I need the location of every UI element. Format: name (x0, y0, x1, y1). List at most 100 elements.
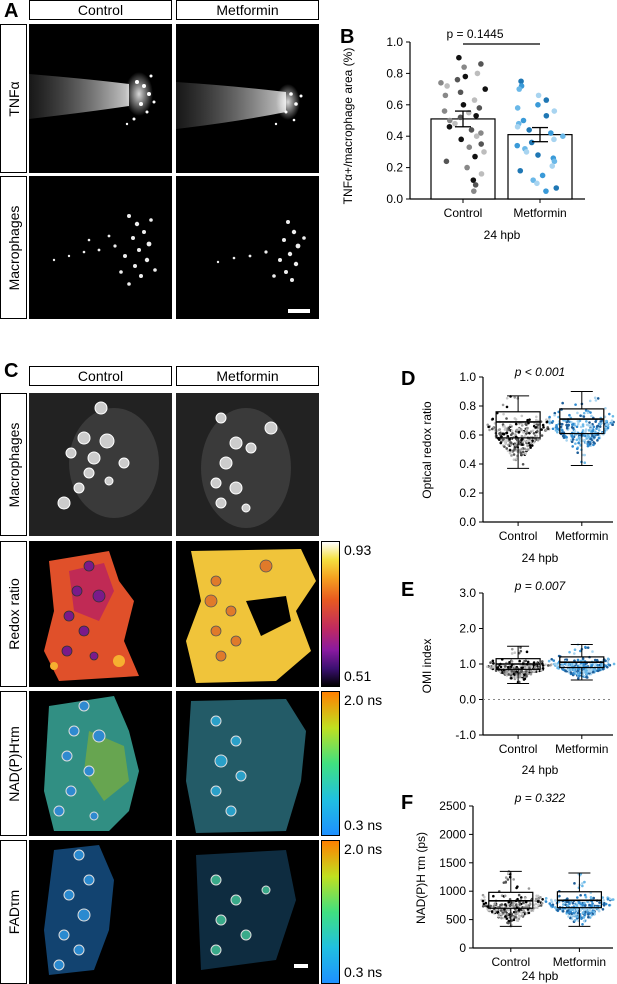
chart-d-point (587, 424, 590, 427)
chart-f-point (537, 897, 540, 901)
chart-d-point (517, 427, 520, 431)
chart-e-point (573, 652, 576, 655)
chart-e-point (577, 667, 580, 671)
chart-f-point (536, 900, 540, 903)
chart-e-point (492, 665, 496, 668)
chart-e-point (525, 675, 528, 678)
chart-b-point (514, 105, 521, 111)
a-header-control: Control (29, 0, 172, 20)
chart-d-point (540, 434, 544, 437)
chart-e-point (489, 661, 492, 664)
chart-f-point (507, 871, 510, 875)
chart-d-point (583, 438, 586, 442)
chart-d-point (596, 439, 599, 442)
chart-d-point (501, 432, 505, 436)
c-row-label-redox: Redox ratio (0, 541, 27, 687)
panel-label-e: E (401, 579, 415, 601)
chart-d-point (598, 425, 602, 428)
chart-f-point (534, 897, 538, 901)
chart-e-point (579, 649, 582, 653)
chart-f-point (566, 909, 569, 913)
chart-d-point (509, 423, 512, 427)
chart-d-point (571, 445, 574, 448)
chart-f-ytick-label: 2000 (439, 827, 466, 841)
chart-e-point (522, 678, 526, 681)
chart-f-point (581, 884, 584, 888)
chart-f-point (502, 881, 506, 884)
chart-f-point (588, 903, 591, 907)
chart-e-point (510, 652, 514, 655)
chart-e-point (494, 669, 498, 672)
chart-d-point (505, 447, 509, 450)
c-redox-control-image (29, 541, 172, 687)
chart-f-point (502, 916, 505, 920)
chart-d-point (520, 447, 524, 451)
chart-d-point (564, 419, 567, 422)
nadph-colorbar-min: 0.3 ns (344, 817, 383, 833)
chart-b-point (543, 188, 549, 194)
chart-d-point (514, 444, 517, 447)
chart-d-point (589, 424, 593, 427)
chart-f-point (601, 896, 605, 899)
chart-d-point (587, 440, 590, 444)
fad-colorbar-max: 2.0 ns (344, 841, 383, 857)
chart-e-xtick-label: Control (499, 742, 538, 756)
chart-f-point (481, 893, 485, 897)
chart-f-point (526, 905, 530, 909)
chart-d-point (576, 423, 580, 426)
chart-e-point (532, 661, 536, 664)
chart-f-point (573, 919, 577, 922)
chart-f-point (581, 882, 584, 885)
chart-d-ytick-label: 0.0 (459, 515, 476, 529)
chart-f-point (581, 903, 585, 907)
chart-d-point (594, 430, 597, 434)
chart-b-ytick-label: 0.6 (386, 98, 403, 112)
chart-f-point (572, 911, 575, 915)
chart-e-point (600, 663, 603, 667)
redox-colorbar-max: 0.93 (344, 542, 372, 558)
chart-d-point (592, 425, 596, 429)
chart-e-ytick-label: -1.0 (455, 728, 476, 742)
chart-f-point (544, 900, 548, 903)
chart-d-point (503, 440, 507, 443)
chart-e-point (518, 672, 521, 675)
chart-f-point (534, 902, 538, 906)
chart-d-point (582, 411, 586, 415)
chart-e-point (596, 663, 599, 667)
chart-d-point (528, 444, 532, 447)
chart-f-point (490, 910, 494, 913)
chart-b-point (478, 130, 484, 136)
chart-b-point (458, 136, 464, 143)
chart-e-point (568, 650, 571, 654)
chart-e-point (492, 661, 495, 665)
chart-d-point (508, 448, 512, 452)
chart-d-point (605, 419, 608, 423)
chart-f-point (597, 908, 600, 912)
chart-e-point (576, 658, 580, 662)
chart-d-point (497, 438, 501, 441)
chart-f-point (527, 887, 531, 890)
chart-d-point (517, 430, 521, 434)
chart-d-point (510, 454, 513, 457)
chart-f-point (507, 908, 510, 912)
chart-f-point (571, 908, 574, 912)
chart-f-point (608, 897, 612, 901)
chart-e-point (591, 650, 594, 653)
chart-e-point (541, 667, 545, 670)
chart-d-point (491, 417, 495, 421)
chart-d-point (520, 428, 523, 432)
chart-d-point (505, 431, 509, 435)
chart-f-point (500, 903, 504, 906)
chart-e-point (606, 660, 610, 664)
chart-f-point (499, 909, 503, 912)
chart-d-point (534, 426, 537, 429)
chart-d-point (597, 436, 601, 440)
chart-d-point (599, 420, 603, 423)
chart-e-point (591, 670, 595, 674)
chart-f-ytick-label: 1500 (439, 856, 466, 870)
chart-e-point (547, 659, 551, 663)
chart-d-point (545, 418, 548, 421)
chart-d-point (533, 422, 536, 425)
chart-b-point (551, 158, 558, 165)
chart-b-xlabel: 24 hpb (484, 228, 521, 242)
